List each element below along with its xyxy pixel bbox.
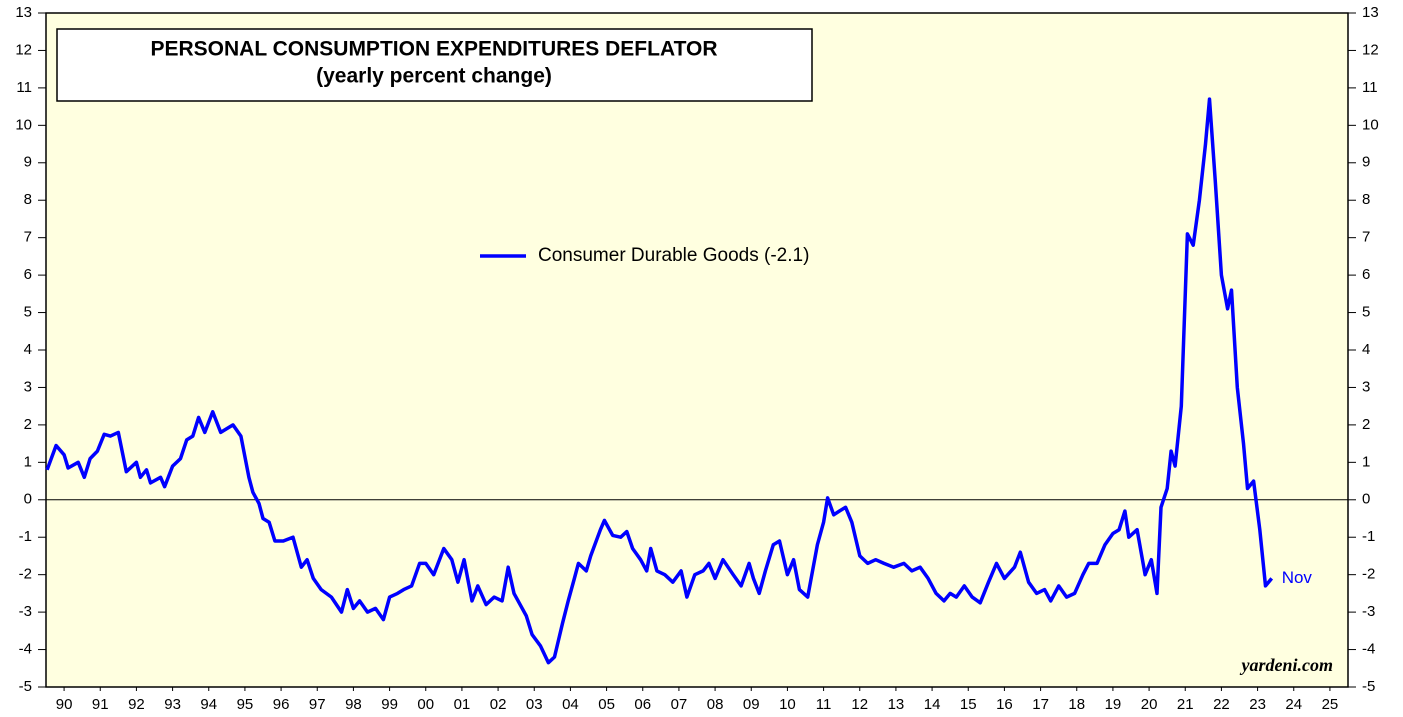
x-tick-label: 93 xyxy=(164,696,181,713)
chart-subtitle: (yearly percent change) xyxy=(316,65,552,88)
x-tick-label: 92 xyxy=(128,696,145,713)
y-tick-label: 1 xyxy=(24,453,32,470)
y2-tick-label: 6 xyxy=(1362,266,1370,283)
x-tick-label: 22 xyxy=(1213,696,1230,713)
y2-tick-label: 2 xyxy=(1362,416,1370,433)
y-tick-label: 8 xyxy=(24,191,32,208)
y2-tick-label: 3 xyxy=(1362,378,1370,395)
x-tick-label: 94 xyxy=(200,696,217,713)
x-tick-label: 15 xyxy=(960,696,977,713)
x-tick-label: 25 xyxy=(1322,696,1339,713)
x-tick-label: 19 xyxy=(1105,696,1122,713)
y2-tick-label: -1 xyxy=(1362,528,1375,545)
y2-tick-label: 0 xyxy=(1362,491,1370,508)
x-tick-label: 99 xyxy=(381,696,398,713)
y-tick-label: -5 xyxy=(19,678,32,695)
y-tick-label: 12 xyxy=(15,41,32,58)
x-tick-label: 11 xyxy=(816,696,832,713)
x-tick-label: 96 xyxy=(273,696,290,713)
x-tick-label: 06 xyxy=(634,696,651,713)
annotation: Nov xyxy=(1282,568,1313,587)
x-tick-label: 95 xyxy=(237,696,254,713)
x-tick-label: 20 xyxy=(1141,696,1158,713)
x-tick-label: 97 xyxy=(309,696,326,713)
x-tick-label: 08 xyxy=(707,696,724,713)
x-tick-label: 07 xyxy=(671,696,688,713)
y-tick-label: 0 xyxy=(24,491,32,508)
y2-tick-label: -4 xyxy=(1362,641,1375,658)
x-tick-label: 23 xyxy=(1249,696,1266,713)
x-tick-label: 91 xyxy=(92,696,109,713)
y2-tick-label: 13 xyxy=(1362,4,1379,21)
x-tick-label: 00 xyxy=(417,696,434,713)
x-tick-label: 10 xyxy=(779,696,796,713)
y-tick-label: 13 xyxy=(15,4,32,21)
y2-tick-label: 1 xyxy=(1362,453,1370,470)
y-tick-label: 7 xyxy=(24,229,32,246)
y2-tick-label: 7 xyxy=(1362,229,1370,246)
y-tick-label: 4 xyxy=(24,341,32,358)
x-tick-label: 18 xyxy=(1068,696,1085,713)
chart-title: PERSONAL CONSUMPTION EXPENDITURES DEFLAT… xyxy=(150,38,717,61)
y2-tick-label: 12 xyxy=(1362,41,1379,58)
x-tick-label: 01 xyxy=(454,696,471,713)
y2-tick-label: 11 xyxy=(1362,79,1378,96)
x-tick-label: 24 xyxy=(1285,696,1302,713)
x-tick-label: 04 xyxy=(562,696,579,713)
source: yardeni.com xyxy=(1240,655,1334,675)
y2-tick-label: -5 xyxy=(1362,678,1375,695)
y-tick-label: 10 xyxy=(15,116,32,133)
y-tick-label: -2 xyxy=(19,566,32,583)
y2-tick-label: -3 xyxy=(1362,603,1375,620)
y2-tick-label: -2 xyxy=(1362,566,1375,583)
x-tick-label: 14 xyxy=(924,696,941,713)
title-box xyxy=(56,28,813,102)
x-tick-label: 21 xyxy=(1177,696,1194,713)
x-tick-label: 03 xyxy=(526,696,543,713)
y2-tick-label: 10 xyxy=(1362,116,1379,133)
y-tick-label: -1 xyxy=(19,528,32,545)
y-tick-label: -3 xyxy=(19,603,32,620)
y-tick-label: -4 xyxy=(19,641,32,658)
plot-area xyxy=(45,12,1349,688)
y-tick-label: 9 xyxy=(24,154,32,171)
x-tick-label: 90 xyxy=(56,696,73,713)
x-tick-label: 09 xyxy=(743,696,760,713)
y-tick-label: 5 xyxy=(24,304,32,321)
x-tick-label: 12 xyxy=(851,696,868,713)
y2-tick-label: 5 xyxy=(1362,304,1370,321)
y-tick-label: 11 xyxy=(16,79,32,96)
x-tick-label: 98 xyxy=(345,696,362,713)
x-tick-label: 05 xyxy=(598,696,615,713)
x-tick-label: 17 xyxy=(1032,696,1049,713)
x-tick-label: 02 xyxy=(490,696,507,713)
y-tick-label: 6 xyxy=(24,266,32,283)
y-tick-label: 3 xyxy=(24,378,32,395)
x-tick-label: 16 xyxy=(996,696,1013,713)
y2-tick-label: 8 xyxy=(1362,191,1370,208)
series-line xyxy=(45,97,1274,665)
legend-label: Consumer Durable Goods (-2.1) xyxy=(538,245,809,266)
y2-tick-label: 4 xyxy=(1362,341,1370,358)
y2-tick-label: 9 xyxy=(1362,154,1370,171)
x-tick-label: 13 xyxy=(888,696,905,713)
y-tick-label: 2 xyxy=(24,416,32,433)
